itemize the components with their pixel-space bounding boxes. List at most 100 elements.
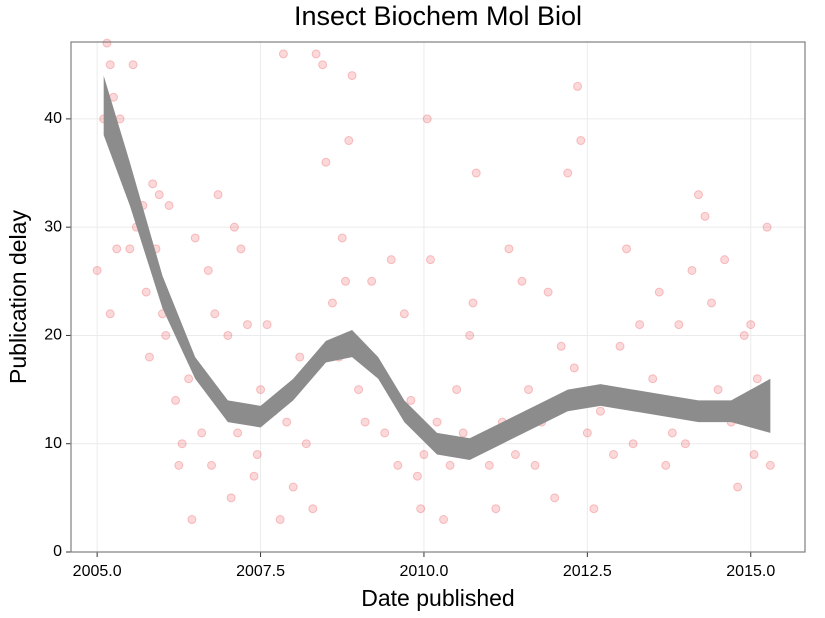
- point: [661, 460, 671, 470]
- x-tick-label: 2005.0: [73, 563, 122, 580]
- point: [105, 309, 115, 319]
- point: [765, 460, 775, 470]
- point: [425, 255, 435, 265]
- point: [229, 222, 239, 232]
- point: [458, 428, 468, 438]
- point: [422, 114, 432, 124]
- point: [713, 385, 723, 395]
- point: [112, 244, 122, 254]
- point: [674, 320, 684, 330]
- point: [249, 471, 259, 481]
- panel-border: [70, 41, 806, 553]
- point: [223, 330, 233, 340]
- point: [595, 406, 605, 416]
- point: [582, 428, 592, 438]
- point: [468, 298, 478, 308]
- point: [190, 233, 200, 243]
- point: [530, 460, 540, 470]
- point: [386, 255, 396, 265]
- point: [318, 60, 328, 70]
- point: [203, 265, 213, 275]
- point: [344, 136, 354, 146]
- point: [452, 385, 462, 395]
- point: [187, 515, 197, 525]
- point: [321, 157, 331, 167]
- point: [295, 352, 305, 362]
- point: [360, 417, 370, 427]
- point: [700, 211, 710, 221]
- point: [337, 233, 347, 243]
- point: [504, 244, 514, 254]
- point: [347, 71, 357, 81]
- point: [262, 320, 272, 330]
- point: [569, 363, 579, 373]
- point: [174, 460, 184, 470]
- y-tick-label: 40: [44, 110, 62, 127]
- point: [301, 439, 311, 449]
- point: [720, 255, 730, 265]
- point: [622, 244, 632, 254]
- panel-background: [71, 42, 805, 552]
- point: [412, 471, 422, 481]
- point: [543, 287, 553, 297]
- y-tick-label: 20: [44, 327, 62, 344]
- point: [207, 460, 217, 470]
- point: [707, 298, 717, 308]
- point: [563, 168, 573, 178]
- point: [739, 330, 749, 340]
- point: [749, 450, 759, 460]
- point: [550, 493, 560, 503]
- point: [164, 201, 174, 211]
- point: [92, 265, 102, 275]
- point: [380, 428, 390, 438]
- y-axis-label: Publication delay: [5, 210, 31, 384]
- point: [275, 515, 285, 525]
- point: [367, 276, 377, 286]
- point: [226, 493, 236, 503]
- point: [419, 450, 429, 460]
- point: [439, 515, 449, 525]
- point: [615, 341, 625, 351]
- point: [648, 374, 658, 384]
- point: [154, 190, 164, 200]
- point: [148, 179, 158, 189]
- smooth-band: [103, 75, 771, 460]
- point: [399, 309, 409, 319]
- point: [484, 460, 494, 470]
- point: [210, 309, 220, 319]
- point: [635, 320, 645, 330]
- point: [252, 450, 262, 460]
- y-tick-label: 30: [44, 218, 62, 235]
- point: [242, 320, 252, 330]
- point: [556, 341, 566, 351]
- x-tick-label: 2012.5: [563, 563, 612, 580]
- point: [144, 352, 154, 362]
- point: [693, 190, 703, 200]
- point: [628, 439, 638, 449]
- x-axis-label: Date published: [361, 585, 514, 611]
- point: [524, 385, 534, 395]
- x-tick-label: 2015.0: [726, 563, 775, 580]
- point: [589, 504, 599, 514]
- y-tick-label: 0: [53, 543, 62, 560]
- point: [517, 276, 527, 286]
- point: [491, 504, 501, 514]
- point: [393, 460, 403, 470]
- point: [733, 482, 743, 492]
- point: [680, 439, 690, 449]
- y-tick-label: 10: [44, 435, 62, 452]
- point: [752, 374, 762, 384]
- point: [327, 298, 337, 308]
- point: [416, 504, 426, 514]
- point: [311, 49, 321, 59]
- point: [141, 287, 151, 297]
- point: [278, 49, 288, 59]
- point: [125, 244, 135, 254]
- point: [256, 385, 266, 395]
- point: [510, 450, 520, 460]
- point: [445, 460, 455, 470]
- point: [354, 385, 364, 395]
- point: [236, 244, 246, 254]
- point: [308, 504, 318, 514]
- point: [213, 190, 223, 200]
